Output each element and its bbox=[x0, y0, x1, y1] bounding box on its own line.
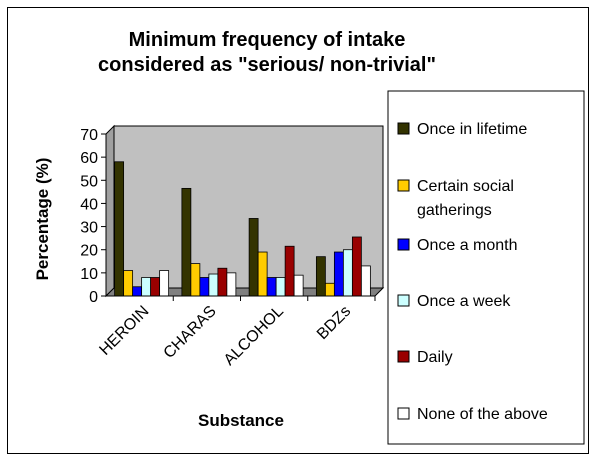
bar bbox=[123, 270, 134, 297]
y-tick-label: 60 bbox=[80, 150, 98, 167]
bar bbox=[199, 277, 210, 297]
chart-title-line-1: Minimum frequency of intake bbox=[129, 29, 406, 51]
bar bbox=[190, 263, 201, 297]
legend-swatch bbox=[397, 294, 410, 307]
x-axis: HEROIN CHARAS ALCOHOL BDZs bbox=[96, 295, 376, 369]
bar bbox=[114, 161, 125, 297]
legend: Once in lifetime Certain social gatherings… bbox=[387, 90, 585, 445]
bar bbox=[342, 249, 353, 297]
legend-label: Once in lifetime bbox=[417, 121, 527, 138]
bar bbox=[132, 286, 143, 297]
y-axis: 0 10 20 30 40 50 60 70 bbox=[80, 127, 107, 306]
bar bbox=[159, 270, 170, 297]
legend-swatch bbox=[397, 350, 410, 363]
legend-swatch bbox=[397, 238, 410, 251]
plot-area bbox=[104, 124, 385, 298]
x-axis-title: Substance bbox=[198, 411, 284, 430]
bar bbox=[293, 274, 304, 297]
plot-side-wall bbox=[105, 124, 115, 298]
bar bbox=[141, 277, 152, 297]
bar bbox=[351, 236, 362, 297]
chart-canvas: Minimum frequency of intake considered a… bbox=[33, 29, 585, 445]
bar bbox=[150, 277, 161, 297]
bar bbox=[217, 267, 228, 297]
bar bbox=[315, 256, 326, 297]
y-tick-label: 40 bbox=[80, 196, 98, 213]
bar bbox=[226, 272, 237, 297]
y-tick-label: 0 bbox=[89, 289, 98, 306]
legend-label: Certain social gatherings bbox=[417, 178, 514, 219]
y-tick-label: 30 bbox=[80, 220, 98, 237]
bar bbox=[324, 282, 335, 297]
bar bbox=[181, 187, 192, 297]
y-tick-label: 50 bbox=[80, 173, 98, 190]
legend-swatch bbox=[397, 122, 410, 135]
bar bbox=[360, 265, 371, 297]
legend-label: Once a week bbox=[417, 293, 511, 310]
chart-frame: Minimum frequency of intake considered a… bbox=[7, 7, 589, 454]
legend-swatch bbox=[397, 179, 410, 192]
bar bbox=[284, 245, 295, 297]
legend-swatch bbox=[397, 407, 410, 420]
bar bbox=[266, 277, 277, 297]
bar bbox=[333, 251, 344, 297]
legend-label: Daily bbox=[417, 349, 453, 366]
legend-label: Once a month bbox=[417, 237, 518, 254]
y-axis-title: Percentage (%) bbox=[33, 158, 52, 281]
x-category-label: HEROIN bbox=[96, 303, 152, 359]
legend-label: None of the above bbox=[417, 406, 548, 423]
legend-box bbox=[387, 90, 585, 445]
bar bbox=[208, 273, 219, 297]
x-category-label: BDZs bbox=[314, 303, 354, 343]
y-tick-label: 20 bbox=[80, 243, 98, 260]
bar bbox=[275, 277, 286, 297]
chart-title-line-2: considered as "serious/ non-trivial" bbox=[98, 54, 436, 76]
x-category-label: CHARAS bbox=[161, 303, 220, 362]
bar bbox=[248, 218, 259, 297]
y-tick-label: 10 bbox=[80, 266, 98, 283]
x-category-label: ALCOHOL bbox=[221, 303, 287, 369]
bar bbox=[257, 251, 268, 297]
y-tick-label: 70 bbox=[80, 127, 98, 144]
